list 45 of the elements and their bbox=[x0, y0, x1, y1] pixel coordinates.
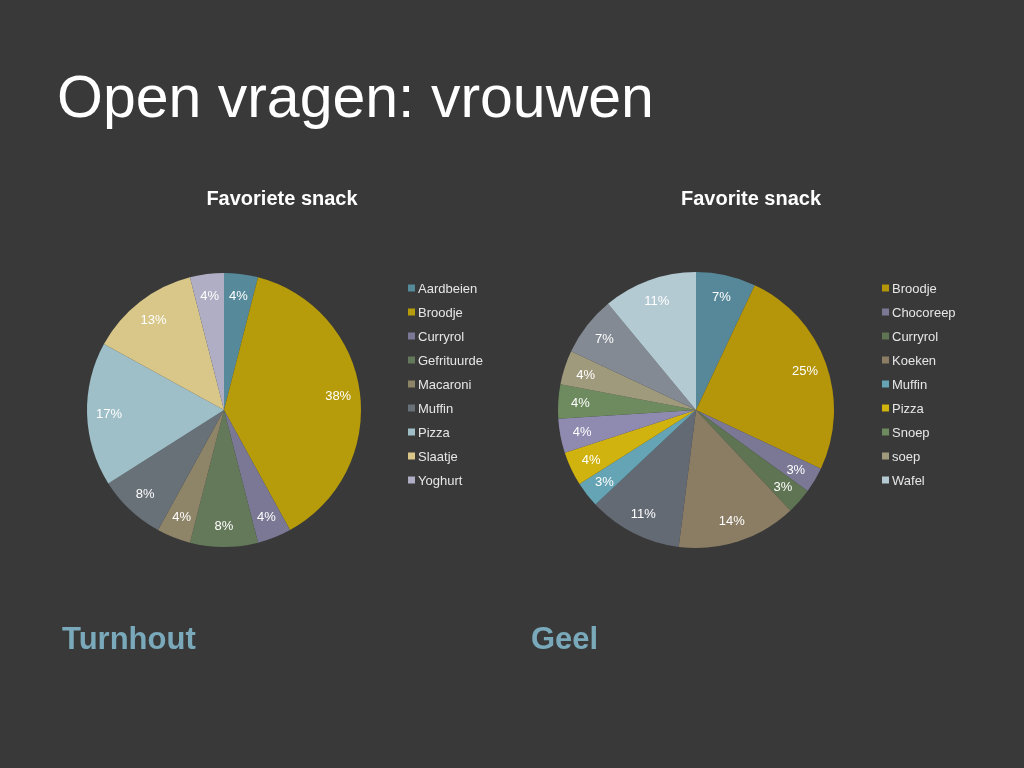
legend-label: Aardbeien bbox=[418, 280, 478, 296]
data-label: 38% bbox=[325, 388, 352, 404]
data-label: 3% bbox=[595, 473, 615, 489]
legend-label: Broodje bbox=[418, 304, 463, 320]
data-label: 3% bbox=[786, 461, 806, 477]
data-label: 4% bbox=[570, 395, 591, 411]
data-label: 4% bbox=[581, 451, 601, 467]
data-label: 11% bbox=[630, 505, 657, 521]
data-label: 25% bbox=[792, 363, 819, 379]
text: Geel bbox=[531, 620, 599, 658]
text: Turnhout bbox=[62, 620, 196, 658]
data-label: 4% bbox=[572, 424, 592, 440]
legend-label: Gefrituurde bbox=[418, 352, 484, 368]
data-label: 4% bbox=[256, 509, 277, 525]
legend-label: Macaroni bbox=[418, 376, 472, 392]
chart-title: Favoriete snack bbox=[206, 187, 359, 209]
legend-label: Snoep bbox=[892, 424, 930, 440]
legend-label: Muffin bbox=[418, 400, 454, 416]
legend-label: Pizza bbox=[418, 424, 451, 440]
data-label: 4% bbox=[576, 366, 596, 382]
legend-label: Broodje bbox=[892, 280, 937, 296]
legend-label: Curryrol bbox=[892, 328, 939, 344]
data-label: 11% bbox=[644, 293, 670, 309]
legend-label: Muffin bbox=[892, 376, 928, 392]
data-label: 7% bbox=[595, 331, 615, 347]
data-label: 7% bbox=[711, 289, 732, 305]
legend-label: Chocoreep bbox=[892, 304, 956, 320]
data-label: 8% bbox=[135, 486, 156, 502]
legend-label: Slaatje bbox=[418, 448, 458, 464]
legend-label: Yoghurt bbox=[418, 472, 463, 488]
legend-label: Koeken bbox=[892, 352, 937, 368]
data-label: 4% bbox=[200, 288, 220, 304]
data-label: 3% bbox=[773, 479, 793, 495]
legend-label: Wafel bbox=[892, 472, 925, 488]
legend-label: Curryrol bbox=[418, 328, 465, 344]
text: Open vragen: vrouwen bbox=[57, 63, 654, 132]
legend-label: Pizza bbox=[892, 400, 925, 416]
data-label: 4% bbox=[229, 288, 249, 304]
data-label: 17% bbox=[95, 406, 123, 422]
legend-label: soep bbox=[892, 448, 921, 464]
data-label: 8% bbox=[214, 517, 234, 533]
data-label: 13% bbox=[140, 311, 167, 327]
data-label: 14% bbox=[718, 512, 746, 528]
chart-title: Favorite snack bbox=[680, 187, 822, 209]
data-label: 4% bbox=[172, 509, 192, 525]
